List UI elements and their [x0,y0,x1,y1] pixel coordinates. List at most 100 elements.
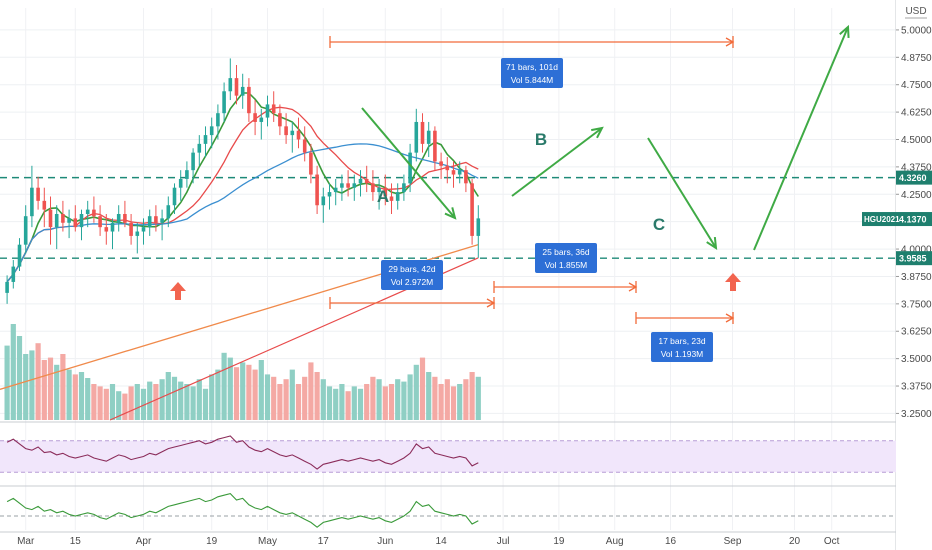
candle-body [23,216,28,245]
candle-body [457,170,462,175]
candle-body [259,117,264,122]
candle-body [464,170,468,184]
time-tick-label: May [258,536,277,547]
volume-bar [91,384,97,420]
candle-body [383,187,388,197]
candle-body [426,130,431,144]
candle-body [296,130,301,140]
volume-bar [10,324,16,420]
time-tick-label: 19 [553,536,565,547]
candle-body [147,216,152,228]
time-tick-label: 20 [789,536,801,547]
volume-bar [450,386,457,420]
measure-1-bars: 71 bars, 101d [506,62,558,72]
ma-fast [6,92,479,283]
time-tick-label: 14 [436,536,448,547]
candle-body [104,227,109,232]
candle-body [172,187,177,206]
volume-bar [438,384,444,420]
candle-body [302,139,307,153]
candle-body [253,113,257,122]
volume-bar [153,384,159,420]
volume-bar [320,379,326,420]
candle-body [234,78,239,96]
candle-body [79,214,84,228]
price-axis[interactable]: USD 3.2500 3.3750 3.5000 3.6250 3.7500 3.8750 4… [862,0,932,550]
measure-2-arrowhead [486,298,496,308]
measure-2-bars: 29 bars, 42d [388,264,436,274]
volume-bar [419,357,426,420]
volume-bar [227,357,233,420]
measure-2-box [381,260,443,290]
price-tick-label: 3.5000 [901,354,932,365]
volume-bar [72,374,78,420]
measure-3-bars: 25 bars, 36d [542,247,590,257]
rsi-pane: 75.0050.0025.00 [0,432,928,483]
symbol-tag-text: HGU2021 [864,215,900,224]
volume-bar [413,364,419,420]
volume-bar [66,369,72,420]
candle-body [364,178,369,184]
volume-bar [103,388,109,420]
candle-body [203,135,208,144]
candle-body [315,174,319,206]
candle-body [371,183,375,193]
price-tick-label: 4.6250 [901,108,932,119]
volume-bar [388,384,395,420]
price-tick-label: 4.3750 [901,162,932,173]
volume-bar [209,374,215,420]
price-tick-label: 3.6250 [901,327,932,338]
volume-bar [401,381,407,420]
volume-bar [432,376,438,420]
volume-bar [444,379,450,420]
measure-4-arrowhead [725,313,735,323]
volume-bar [246,364,252,420]
wave-a-arrow-head [444,207,457,220]
candle-body [116,214,121,223]
horizontal-levels [0,176,896,259]
candle-body [48,209,53,228]
volume-bar [271,376,277,420]
wave-c-arrow-head [706,236,718,250]
volume-bar [4,345,10,420]
volume-bar [457,384,463,420]
volume-bar [178,381,184,420]
volume-bar [60,354,66,420]
volume-bar [221,352,227,420]
time-tick-label: Mar [17,536,35,547]
candle-body [11,266,16,282]
candle-body [110,222,115,232]
candle-body [135,231,140,236]
currency-label: USD [905,6,926,17]
candle-body [98,216,102,228]
price-tick-label: 4.5000 [901,135,932,146]
candle-body [123,214,127,223]
time-axis[interactable]: Mar 15 Apr 19 May 17 Jun 14 Jul 19 Aug 16 Sep 20 Oct [17,536,840,547]
volume-bar [308,362,314,420]
volume-bar [326,386,333,420]
wave-c-arrow [647,137,717,249]
time-tick-label: Jun [377,536,393,547]
measure-2-volume: Vol 2.972M [391,277,434,287]
candle-body [209,126,214,136]
candle-body [402,183,406,193]
volume-bar [184,384,190,420]
volume-bar [364,384,370,420]
candle-body [166,205,171,219]
volume-bar [407,374,413,420]
measure-4-bars: 17 bars, 23d [658,336,706,346]
drawings: 71 bars, 101d Vol 5.844M 29 bars, 42d Vol 2… [170,24,850,362]
candle-body [408,152,412,184]
price-tag-support-bg [896,251,932,266]
price-tick-label: 3.7500 [901,299,932,310]
candle-body [439,161,443,166]
volume-bar [339,384,345,420]
volume-bar [475,376,481,420]
candle-body [476,218,481,236]
measure-1-box [501,58,563,88]
volume-bar [314,372,320,420]
candle-body [290,130,295,136]
volume-bar [395,379,401,420]
candle-body [433,130,437,162]
time-tick-label: Sep [724,536,742,547]
